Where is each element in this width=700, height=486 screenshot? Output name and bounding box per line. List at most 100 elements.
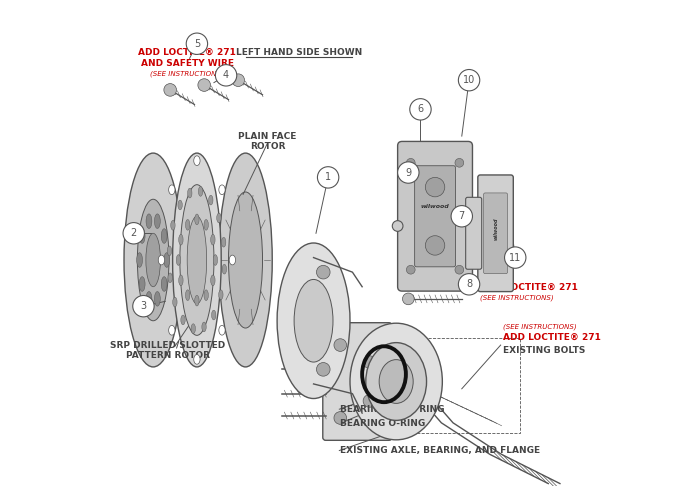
Ellipse shape bbox=[426, 236, 444, 255]
Ellipse shape bbox=[186, 220, 190, 230]
Text: EXISTING BOLTS: EXISTING BOLTS bbox=[503, 347, 585, 355]
Text: LEFT HAND SIDE SHOWN: LEFT HAND SIDE SHOWN bbox=[236, 48, 362, 56]
Circle shape bbox=[186, 33, 208, 54]
Ellipse shape bbox=[137, 199, 169, 321]
Text: ROTOR: ROTOR bbox=[250, 142, 285, 151]
Text: SRP DRILLED/SLOTTED: SRP DRILLED/SLOTTED bbox=[110, 341, 225, 349]
Text: 5: 5 bbox=[194, 39, 200, 49]
Ellipse shape bbox=[167, 246, 172, 256]
Ellipse shape bbox=[217, 213, 221, 223]
Ellipse shape bbox=[366, 343, 426, 420]
Ellipse shape bbox=[195, 295, 199, 306]
Ellipse shape bbox=[426, 177, 444, 197]
Ellipse shape bbox=[211, 310, 216, 320]
Ellipse shape bbox=[161, 229, 167, 243]
Circle shape bbox=[133, 295, 154, 317]
Text: 3: 3 bbox=[141, 301, 146, 311]
Circle shape bbox=[455, 158, 463, 167]
Text: PLAIN FACE: PLAIN FACE bbox=[238, 132, 297, 140]
Ellipse shape bbox=[194, 354, 200, 364]
Circle shape bbox=[398, 162, 419, 183]
Circle shape bbox=[198, 79, 211, 91]
Ellipse shape bbox=[214, 255, 218, 265]
Ellipse shape bbox=[136, 253, 143, 267]
Ellipse shape bbox=[178, 200, 182, 210]
Circle shape bbox=[455, 265, 463, 274]
Ellipse shape bbox=[146, 214, 152, 228]
Circle shape bbox=[317, 167, 339, 188]
Text: 9: 9 bbox=[405, 168, 412, 177]
Ellipse shape bbox=[222, 264, 227, 274]
Text: BEARING SNAP RING: BEARING SNAP RING bbox=[340, 405, 444, 414]
Ellipse shape bbox=[228, 192, 262, 328]
Text: 10: 10 bbox=[463, 75, 475, 85]
Circle shape bbox=[316, 363, 330, 376]
Ellipse shape bbox=[155, 292, 160, 306]
Text: (SEE INSTRUCTIONS): (SEE INSTRUCTIONS) bbox=[150, 70, 224, 77]
Text: ADD LOCTITE® 271: ADD LOCTITE® 271 bbox=[139, 48, 236, 56]
Text: BEARING O-RING: BEARING O-RING bbox=[340, 419, 426, 428]
Ellipse shape bbox=[379, 360, 413, 403]
Ellipse shape bbox=[198, 187, 203, 196]
Circle shape bbox=[334, 339, 346, 351]
Ellipse shape bbox=[168, 273, 172, 283]
Ellipse shape bbox=[294, 279, 333, 362]
Text: (SEE INSTRUCTIONS): (SEE INSTRUCTIONS) bbox=[503, 323, 577, 330]
Ellipse shape bbox=[176, 255, 181, 265]
Circle shape bbox=[458, 274, 480, 295]
Ellipse shape bbox=[180, 185, 214, 335]
Ellipse shape bbox=[164, 253, 169, 267]
Text: AND SAFETY WIRE: AND SAFETY WIRE bbox=[141, 59, 234, 68]
Ellipse shape bbox=[173, 297, 177, 307]
Ellipse shape bbox=[392, 221, 403, 231]
Circle shape bbox=[451, 206, 473, 227]
Ellipse shape bbox=[181, 315, 186, 325]
Ellipse shape bbox=[171, 221, 175, 230]
Text: PATTERN ROTOR: PATTERN ROTOR bbox=[126, 351, 210, 360]
Ellipse shape bbox=[211, 275, 215, 286]
Ellipse shape bbox=[146, 292, 152, 306]
Circle shape bbox=[164, 84, 176, 96]
Circle shape bbox=[216, 65, 237, 86]
Ellipse shape bbox=[229, 255, 235, 265]
Circle shape bbox=[334, 412, 346, 424]
FancyBboxPatch shape bbox=[414, 166, 456, 267]
Text: 8: 8 bbox=[466, 279, 472, 289]
Text: 1: 1 bbox=[325, 173, 331, 182]
Ellipse shape bbox=[219, 326, 225, 335]
Text: 2: 2 bbox=[131, 228, 137, 238]
Circle shape bbox=[505, 247, 526, 268]
Ellipse shape bbox=[155, 214, 160, 228]
Circle shape bbox=[407, 265, 415, 274]
Ellipse shape bbox=[186, 290, 190, 300]
Ellipse shape bbox=[139, 229, 145, 243]
Ellipse shape bbox=[209, 195, 213, 205]
Ellipse shape bbox=[161, 277, 167, 291]
Ellipse shape bbox=[211, 234, 215, 245]
Ellipse shape bbox=[158, 255, 164, 265]
FancyBboxPatch shape bbox=[478, 175, 513, 292]
Ellipse shape bbox=[202, 322, 206, 332]
Circle shape bbox=[407, 158, 415, 167]
Text: 11: 11 bbox=[509, 253, 522, 262]
Ellipse shape bbox=[350, 323, 442, 440]
Ellipse shape bbox=[169, 185, 175, 194]
Circle shape bbox=[363, 356, 376, 368]
Ellipse shape bbox=[219, 185, 225, 194]
Ellipse shape bbox=[187, 216, 206, 304]
Text: ADD LOCTITE® 271: ADD LOCTITE® 271 bbox=[503, 333, 601, 342]
Text: 6: 6 bbox=[417, 104, 424, 114]
Ellipse shape bbox=[124, 153, 182, 367]
Ellipse shape bbox=[194, 156, 200, 166]
Text: EXISTING AXLE, BEARING, AND FLANGE: EXISTING AXLE, BEARING, AND FLANGE bbox=[340, 446, 540, 455]
Ellipse shape bbox=[173, 153, 221, 367]
Text: (SEE INSTRUCTIONS): (SEE INSTRUCTIONS) bbox=[480, 294, 554, 301]
Circle shape bbox=[363, 395, 376, 407]
Circle shape bbox=[458, 69, 480, 91]
Ellipse shape bbox=[169, 326, 175, 335]
Ellipse shape bbox=[204, 220, 209, 230]
Ellipse shape bbox=[219, 153, 272, 367]
FancyBboxPatch shape bbox=[466, 197, 482, 269]
Ellipse shape bbox=[146, 233, 160, 287]
Circle shape bbox=[123, 223, 144, 244]
